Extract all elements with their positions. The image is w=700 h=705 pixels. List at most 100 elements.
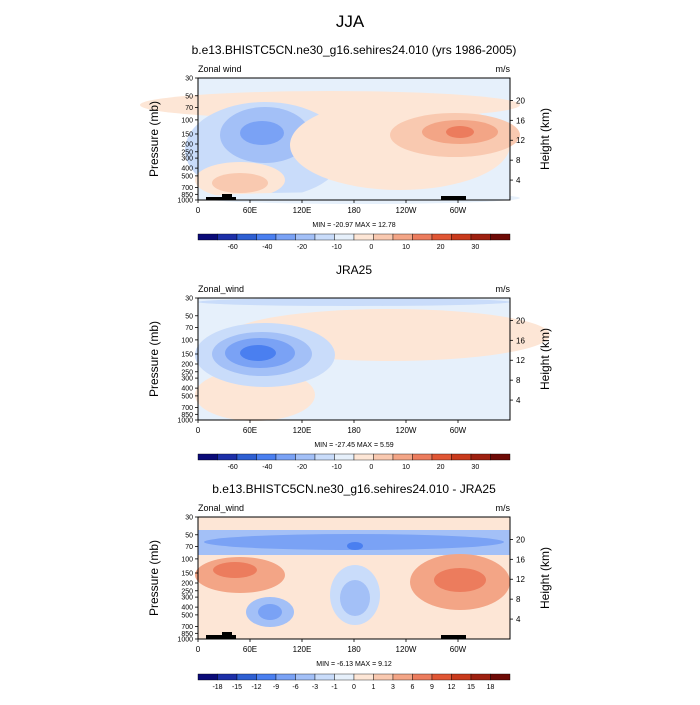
topography-mask: [222, 632, 232, 639]
colorbar-label: -20: [297, 464, 307, 471]
colorbar-label: 30: [471, 244, 479, 251]
x-tick-label: 0: [196, 206, 201, 215]
colorbar-swatch: [295, 233, 316, 241]
colorbar-label: 30: [471, 464, 479, 471]
y2-tick-label: 20: [516, 96, 525, 105]
x-tick-label: 120E: [293, 426, 312, 435]
colorbar-swatch: [353, 673, 374, 681]
y-tick-label: 250: [181, 369, 193, 376]
field-band-blue-core: [204, 534, 504, 550]
colorbar-label: -40: [262, 464, 272, 471]
panel-title: b.e13.BHISTC5CN.ne30_g16.sehires24.010 (…: [192, 43, 517, 57]
figure-title: JJA: [336, 12, 365, 31]
y-tick-label: 150: [181, 570, 193, 577]
y-tick-label: 300: [181, 595, 193, 602]
field-blob-warm-west-2: [213, 562, 257, 578]
colorbar-swatch: [470, 233, 491, 241]
colorbar-label: 1: [372, 684, 376, 691]
colorbar-swatch: [392, 233, 413, 241]
colorbar-swatch: [431, 453, 452, 461]
y-tick-label: 250: [181, 149, 193, 156]
y2-axis-title: Height (km): [538, 108, 552, 170]
colorbar-label: -10: [332, 244, 342, 251]
y-tick-label: 500: [181, 393, 193, 400]
colorbar-label: 12: [448, 684, 456, 691]
panel-reanalysis: JRA25 Zonal_wind m/s Pressure (mb) Heigh…: [147, 263, 552, 471]
field-blob-west-3: [446, 126, 474, 138]
y-tick-label: 300: [181, 376, 193, 383]
y-tick-label: 30: [185, 515, 193, 522]
colorbar-label: -10: [332, 464, 342, 471]
field-blob-warm-east-2: [434, 568, 486, 592]
field-surface: [200, 192, 520, 204]
y2-axis-title: Height (km): [538, 328, 552, 390]
x-tick-label: 180: [347, 645, 361, 654]
y-tick-label: 70: [185, 544, 193, 551]
left-label: Zonal_wind: [198, 503, 244, 513]
colorbar-swatch: [314, 453, 335, 461]
colorbar-swatch: [412, 453, 433, 461]
y-tick-label: 500: [181, 612, 193, 619]
y2-tick-label: 4: [516, 176, 521, 185]
y-tick-label: 250: [181, 588, 193, 595]
y2-tick-label: 20: [516, 535, 525, 544]
y-tick-label: 200: [181, 362, 193, 369]
y-tick-label: 400: [181, 605, 193, 612]
colorbar-swatch: [373, 673, 394, 681]
field-lower-blue-2: [258, 604, 282, 620]
y-tick-label: 1000: [177, 637, 193, 644]
y-tick-label: 100: [181, 337, 193, 344]
colorbar-swatch: [431, 673, 452, 681]
topography-mask: [222, 194, 232, 200]
y-tick-label: 70: [185, 325, 193, 332]
colorbar-label: 0: [369, 244, 373, 251]
colorbar-swatch: [490, 233, 511, 241]
y-axis-title: Pressure (mb): [147, 101, 161, 177]
y-tick-label: 850: [181, 192, 193, 199]
left-label: Zonal wind: [198, 64, 242, 74]
colorbar-label: -3: [312, 684, 318, 691]
x-tick-label: 60W: [450, 206, 467, 215]
y2-tick-label: 4: [516, 615, 521, 624]
y-tick-label: 500: [181, 173, 193, 180]
x-tick-label: 0: [196, 645, 201, 654]
x-tick-label: 60E: [243, 206, 257, 215]
colorbar-swatch: [334, 673, 355, 681]
colorbar-swatch: [236, 233, 257, 241]
colorbar-swatch: [256, 453, 277, 461]
colorbar-swatch: [295, 673, 316, 681]
x-tick-label: 60W: [450, 426, 467, 435]
colorbar-label: -6: [292, 684, 298, 691]
colorbar-label: -20: [297, 244, 307, 251]
panel-model: b.e13.BHISTC5CN.ne30_g16.sehires24.010 (…: [140, 43, 552, 251]
y2-tick-label: 8: [516, 376, 521, 385]
colorbar-label: 20: [437, 244, 445, 251]
colorbar-swatch: [314, 233, 335, 241]
colorbar-label: -60: [228, 464, 238, 471]
colorbar-swatch: [431, 233, 452, 241]
colorbar-label: 10: [402, 464, 410, 471]
x-tick-label: 120E: [293, 206, 312, 215]
x-tick-label: 120W: [396, 206, 417, 215]
y-tick-label: 50: [185, 313, 193, 320]
field-blob-blue-center-2: [340, 580, 370, 616]
colorbar-swatch: [451, 673, 472, 681]
y2-tick-label: 4: [516, 396, 521, 405]
y-tick-label: 50: [185, 532, 193, 539]
y2-tick-label: 8: [516, 595, 521, 604]
colorbar-label: 6: [411, 684, 415, 691]
y-tick-label: 700: [181, 624, 193, 631]
colorbar-swatch: [334, 453, 355, 461]
colorbar-swatch: [392, 673, 413, 681]
y-tick-label: 700: [181, 185, 193, 192]
colorbar-swatch: [470, 673, 491, 681]
y-tick-label: 200: [181, 581, 193, 588]
field-lower-warm-2: [212, 173, 268, 193]
colorbar-label: -40: [262, 244, 272, 251]
colorbar-label: 0: [352, 684, 356, 691]
stats-label: MIN = -27.45 MAX = 5.59: [314, 442, 393, 449]
colorbar-swatch: [334, 233, 355, 241]
colorbar-swatch: [217, 233, 238, 241]
colorbar-swatch: [275, 233, 296, 241]
x-tick-label: 120E: [293, 645, 312, 654]
